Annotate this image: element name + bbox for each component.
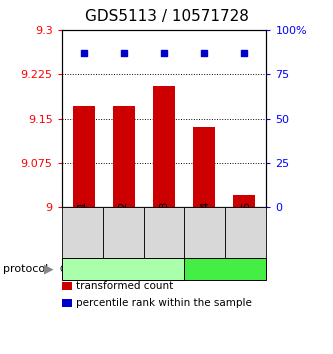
- Point: [162, 50, 167, 56]
- Point: [201, 50, 207, 56]
- Text: Grainyhead-like 2 depletion: Grainyhead-like 2 depletion: [60, 265, 186, 274]
- Text: GSM999832: GSM999832: [118, 201, 128, 264]
- Point: [121, 50, 127, 56]
- Text: protocol: protocol: [3, 264, 49, 274]
- Text: GSM999831: GSM999831: [77, 201, 87, 264]
- Point: [242, 50, 247, 56]
- Text: ▶: ▶: [44, 263, 53, 276]
- Bar: [113, 105, 135, 207]
- Text: GSM999835: GSM999835: [241, 201, 251, 264]
- Bar: [73, 105, 95, 207]
- Text: GSM999833: GSM999833: [159, 201, 169, 264]
- Bar: [153, 86, 175, 207]
- Text: GDS5113 / 10571728: GDS5113 / 10571728: [85, 9, 248, 24]
- Text: percentile rank within the sample: percentile rank within the sample: [76, 298, 251, 308]
- Bar: [233, 195, 255, 207]
- Point: [81, 50, 86, 56]
- Text: GSM999834: GSM999834: [200, 201, 210, 264]
- Text: control: control: [204, 263, 247, 276]
- Bar: [193, 127, 215, 207]
- Text: transformed count: transformed count: [76, 281, 173, 291]
